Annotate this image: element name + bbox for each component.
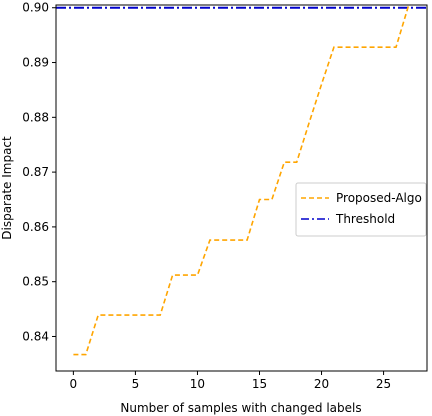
proposed-algo-line (73, 5, 410, 356)
y-axis: 0.84 0.85 0.86 0.87 0.88 0.89 0.90 (22, 1, 56, 343)
legend-label-proposed-algo: Proposed-Algo (336, 191, 422, 205)
y-tick-label: 0.84 (22, 329, 49, 343)
x-tick-label: 15 (252, 377, 267, 391)
legend-box (295, 182, 427, 237)
plot-area (56, 5, 427, 356)
y-tick-label: 0.87 (22, 165, 49, 179)
y-tick-label: 0.88 (22, 110, 49, 124)
y-tick-label: 0.90 (22, 1, 49, 15)
x-axis: 0 5 10 15 20 25 (70, 371, 391, 391)
x-tick-label: 10 (190, 377, 205, 391)
x-tick-label: 20 (314, 377, 329, 391)
y-tick-label: 0.86 (22, 220, 49, 234)
legend-label-threshold: Threshold (335, 212, 395, 226)
x-tick-label: 5 (132, 377, 140, 391)
y-tick-label: 0.89 (22, 56, 49, 70)
y-axis-label: Disparate Impact (0, 136, 14, 240)
y-tick-label: 0.85 (22, 275, 49, 289)
x-tick-label: 25 (376, 377, 391, 391)
x-axis-label: Number of samples with changed labels (120, 401, 361, 415)
x-tick-label: 0 (70, 377, 78, 391)
legend: Proposed-Algo Threshold (295, 182, 427, 237)
axes-frame (55, 4, 428, 372)
